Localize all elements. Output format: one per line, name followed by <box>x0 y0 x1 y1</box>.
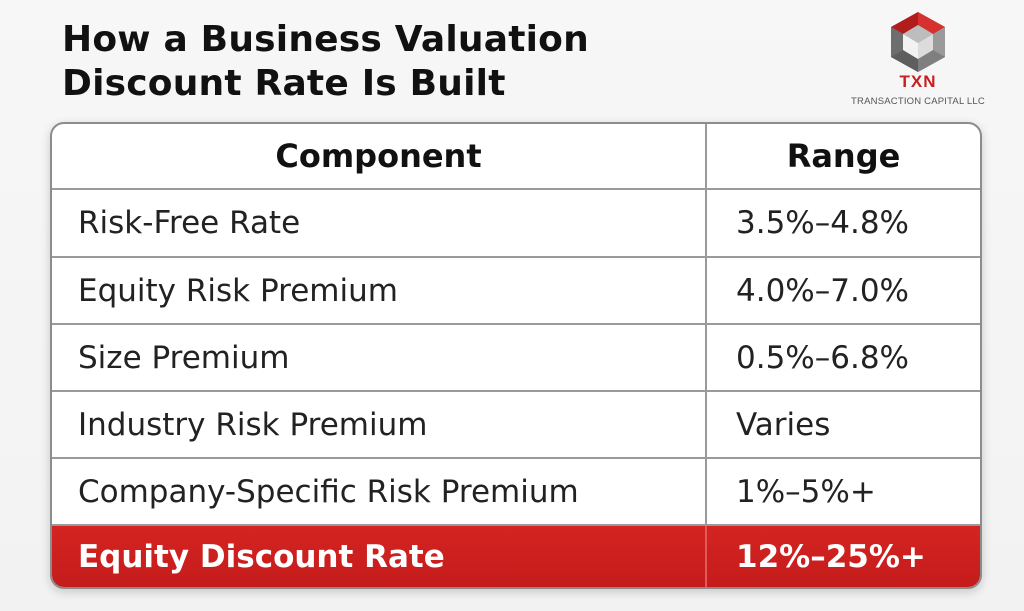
component-cell: Equity Risk Premium <box>52 258 707 323</box>
component-cell: Industry Risk Premium <box>52 392 707 457</box>
title-line-1: How a Business Valuation <box>62 19 589 60</box>
table-row: Size Premium 0.5%–6.8% <box>52 325 980 392</box>
header-range: Range <box>786 137 901 175</box>
discount-rate-table: Component Range Risk-Free Rate 3.5%–4.8%… <box>50 122 982 589</box>
range-cell: 0.5%–6.8% <box>736 339 910 376</box>
component-cell: Size Premium <box>52 325 707 390</box>
total-range-cell: 12%–25%+ <box>736 538 926 575</box>
range-cell: 1%–5%+ <box>736 473 876 510</box>
table-row: Industry Risk Premium Varies <box>52 392 980 459</box>
table-row: Risk-Free Rate 3.5%–4.8% <box>52 190 980 258</box>
logo-name: TXN <box>899 72 937 91</box>
component-cell: Company-Specific Risk Premium <box>52 459 707 524</box>
total-component-cell: Equity Discount Rate <box>52 526 707 587</box>
total-row: Equity Discount Rate 12%–25%+ <box>52 526 980 587</box>
txn-logo-icon <box>891 12 945 72</box>
range-cell: 3.5%–4.8% <box>736 205 910 241</box>
component-cell: Risk-Free Rate <box>52 190 707 256</box>
table-row: Company-Specific Risk Premium 1%–5%+ <box>52 459 980 526</box>
logo-subtitle: TRANSACTION CAPITAL LLC <box>851 96 985 107</box>
title-line-2: Discount Rate Is Built <box>62 63 506 104</box>
range-cell: Varies <box>736 406 831 443</box>
table-header-row: Component Range <box>52 124 980 190</box>
page-title: How a Business Valuation Discount Rate I… <box>62 18 589 106</box>
range-cell: 4.0%–7.0% <box>736 272 910 309</box>
company-logo: TXN TRANSACTION CAPITAL LLC <box>836 10 1000 110</box>
header-component: Component <box>52 124 707 188</box>
table-row: Equity Risk Premium 4.0%–7.0% <box>52 258 980 325</box>
